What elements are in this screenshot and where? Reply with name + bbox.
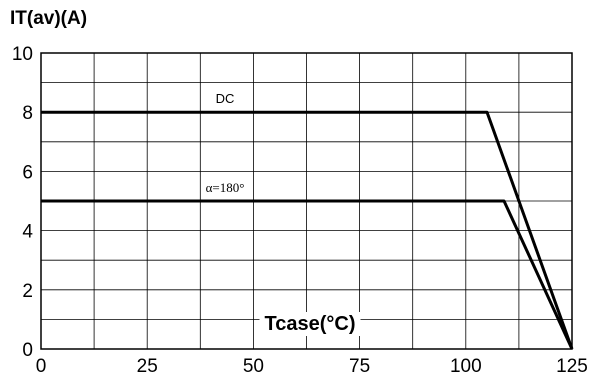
x-axis-label: Tcase(°C) [265, 313, 356, 335]
y-tick-label: 6 [22, 162, 33, 183]
x-tick-label: 100 [450, 356, 482, 376]
x-tick-label: 0 [36, 356, 47, 376]
x-tick-label: 75 [349, 356, 370, 376]
x-tick-label: 125 [556, 356, 588, 376]
x-tick-labels: 0 25 50 75 100 125 [36, 356, 588, 376]
y-tick-label: 0 [22, 340, 33, 361]
series-line-alpha-180 [41, 199, 574, 350]
y-tick-labels: 0 2 4 6 8 10 [12, 44, 34, 361]
y-tick-label: 10 [12, 44, 33, 65]
series-label-dc: DC [216, 91, 235, 106]
series-lines [41, 110, 574, 350]
x-tick-label: 50 [243, 356, 264, 376]
x-axis-label-background [259, 312, 361, 336]
series-line-dc [41, 110, 574, 350]
x-tick-label: 25 [137, 356, 158, 376]
y-tick-label: 2 [22, 281, 33, 302]
series-label-alpha-180: α=180° [206, 180, 245, 195]
y-axis-label: IT(av)(A) [10, 8, 87, 29]
y-tick-label: 8 [22, 103, 33, 124]
y-tick-label: 4 [22, 222, 33, 243]
